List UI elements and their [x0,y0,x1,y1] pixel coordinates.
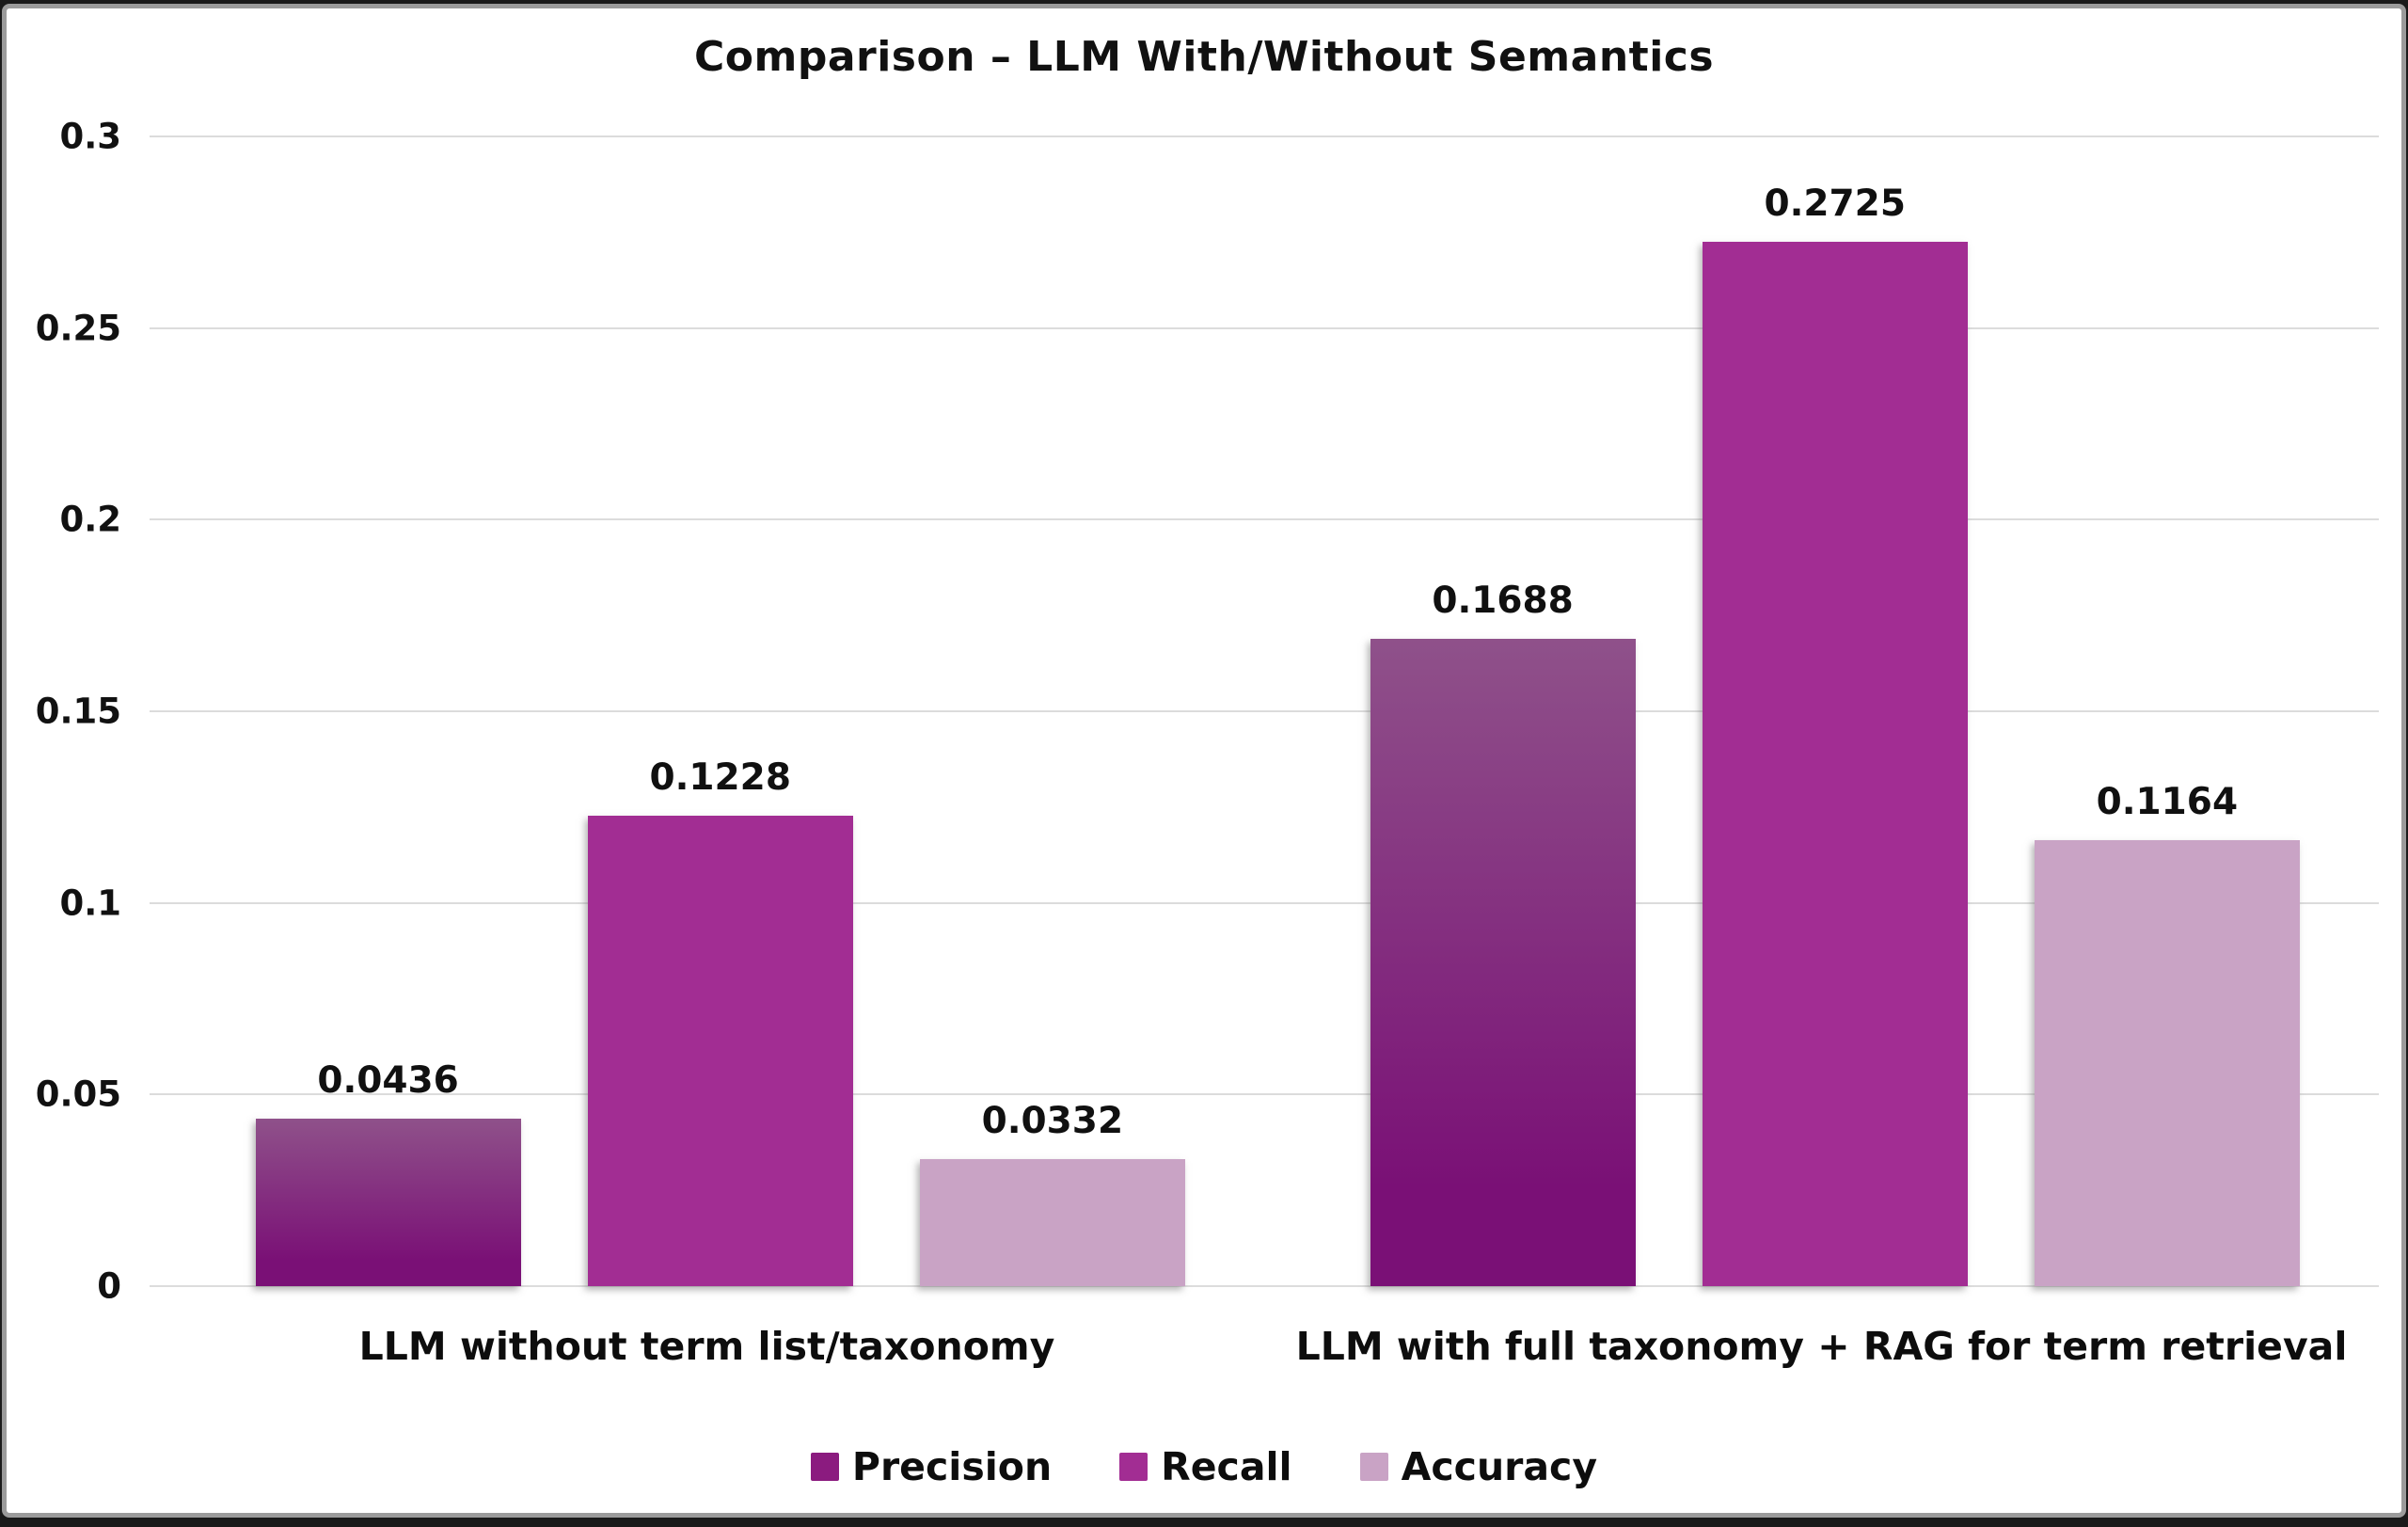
x-category-label-without-taxonomy: LLM without term list/taxonomy [358,1324,1055,1369]
bar-value-label-precision-group2: 0.1688 [1432,580,1574,623]
bar-slot-recall-group2: 0.2725 [1702,136,1968,1286]
y-axis-tick-label-0.2: 0.2 [59,499,121,540]
gridline-0.2 [150,518,2379,521]
gridline-0.1 [150,901,2379,904]
bar-slot-precision-group2: 0.1688 [1370,136,1636,1286]
bar-slot-precision-group1: 0.0436 [255,136,521,1286]
legend: Precision Recall Accuracy [7,1444,2401,1489]
bar-slot-accuracy-group1: 0.0332 [919,136,1185,1286]
plot-area: 0.0436 0.1228 0.0332 0.1688 0.2725 0.1164 [150,135,2379,1287]
legend-swatch-accuracy [1359,1453,1388,1481]
legend-label-precision: Precision [851,1444,1053,1489]
y-axis-tick-label-0.1: 0.1 [59,883,121,924]
bar-accuracy-group2[interactable] [2034,839,2300,1286]
y-axis: 0.3 0.25 0.2 0.15 0.1 0.05 0 [7,117,121,1307]
bar-recall-group2[interactable] [1702,242,1968,1286]
legend-swatch-recall [1119,1453,1149,1481]
bar-value-label-recall-group1: 0.1228 [649,756,791,799]
bar-value-label-accuracy-group2: 0.1164 [2096,780,2239,823]
legend-item-precision[interactable]: Precision [810,1444,1053,1489]
gridline-0.25 [150,326,2379,329]
chart-container: Comparison – LLM With/Without Semantics … [2,4,2406,1518]
y-axis-tick-label-0: 0 [97,1265,121,1307]
gridline-0.15 [150,710,2379,712]
bar-slot-recall-group1: 0.1228 [587,136,853,1286]
legend-item-recall[interactable]: Recall [1119,1444,1292,1489]
legend-item-accuracy[interactable]: Accuracy [1359,1444,1598,1489]
legend-label-accuracy: Accuracy [1401,1444,1598,1489]
bar-precision-group1[interactable] [255,1119,521,1286]
y-axis-tick-label-0.25: 0.25 [35,308,121,349]
bar-value-label-precision-group1: 0.0436 [317,1059,459,1103]
gridline-0 [150,1285,2379,1287]
x-category-label-with-taxonomy: LLM with full taxonomy + RAG for term re… [1295,1324,2348,1369]
x-axis: LLM without term list/taxonomy LLM with … [150,1324,2379,1369]
y-axis-tick-label-0.05: 0.05 [35,1074,121,1115]
bar-precision-group2[interactable] [1370,639,1636,1286]
gridline-0.05 [150,1093,2379,1096]
chart-title: Comparison – LLM With/Without Semantics [693,33,1715,81]
bar-recall-group1[interactable] [587,815,853,1286]
legend-label-recall: Recall [1161,1444,1292,1489]
bar-accuracy-group1[interactable] [919,1158,1185,1286]
bar-value-label-recall-group2: 0.2725 [1764,183,1906,226]
gridline-0.3 [150,135,2379,137]
legend-swatch-precision [810,1453,839,1481]
y-axis-tick-label-0.15: 0.15 [35,691,121,732]
bar-value-label-accuracy-group1: 0.0332 [981,1099,1124,1142]
bar-slot-accuracy-group2: 0.1164 [2034,136,2300,1286]
y-axis-tick-label-0.3: 0.3 [59,116,121,157]
